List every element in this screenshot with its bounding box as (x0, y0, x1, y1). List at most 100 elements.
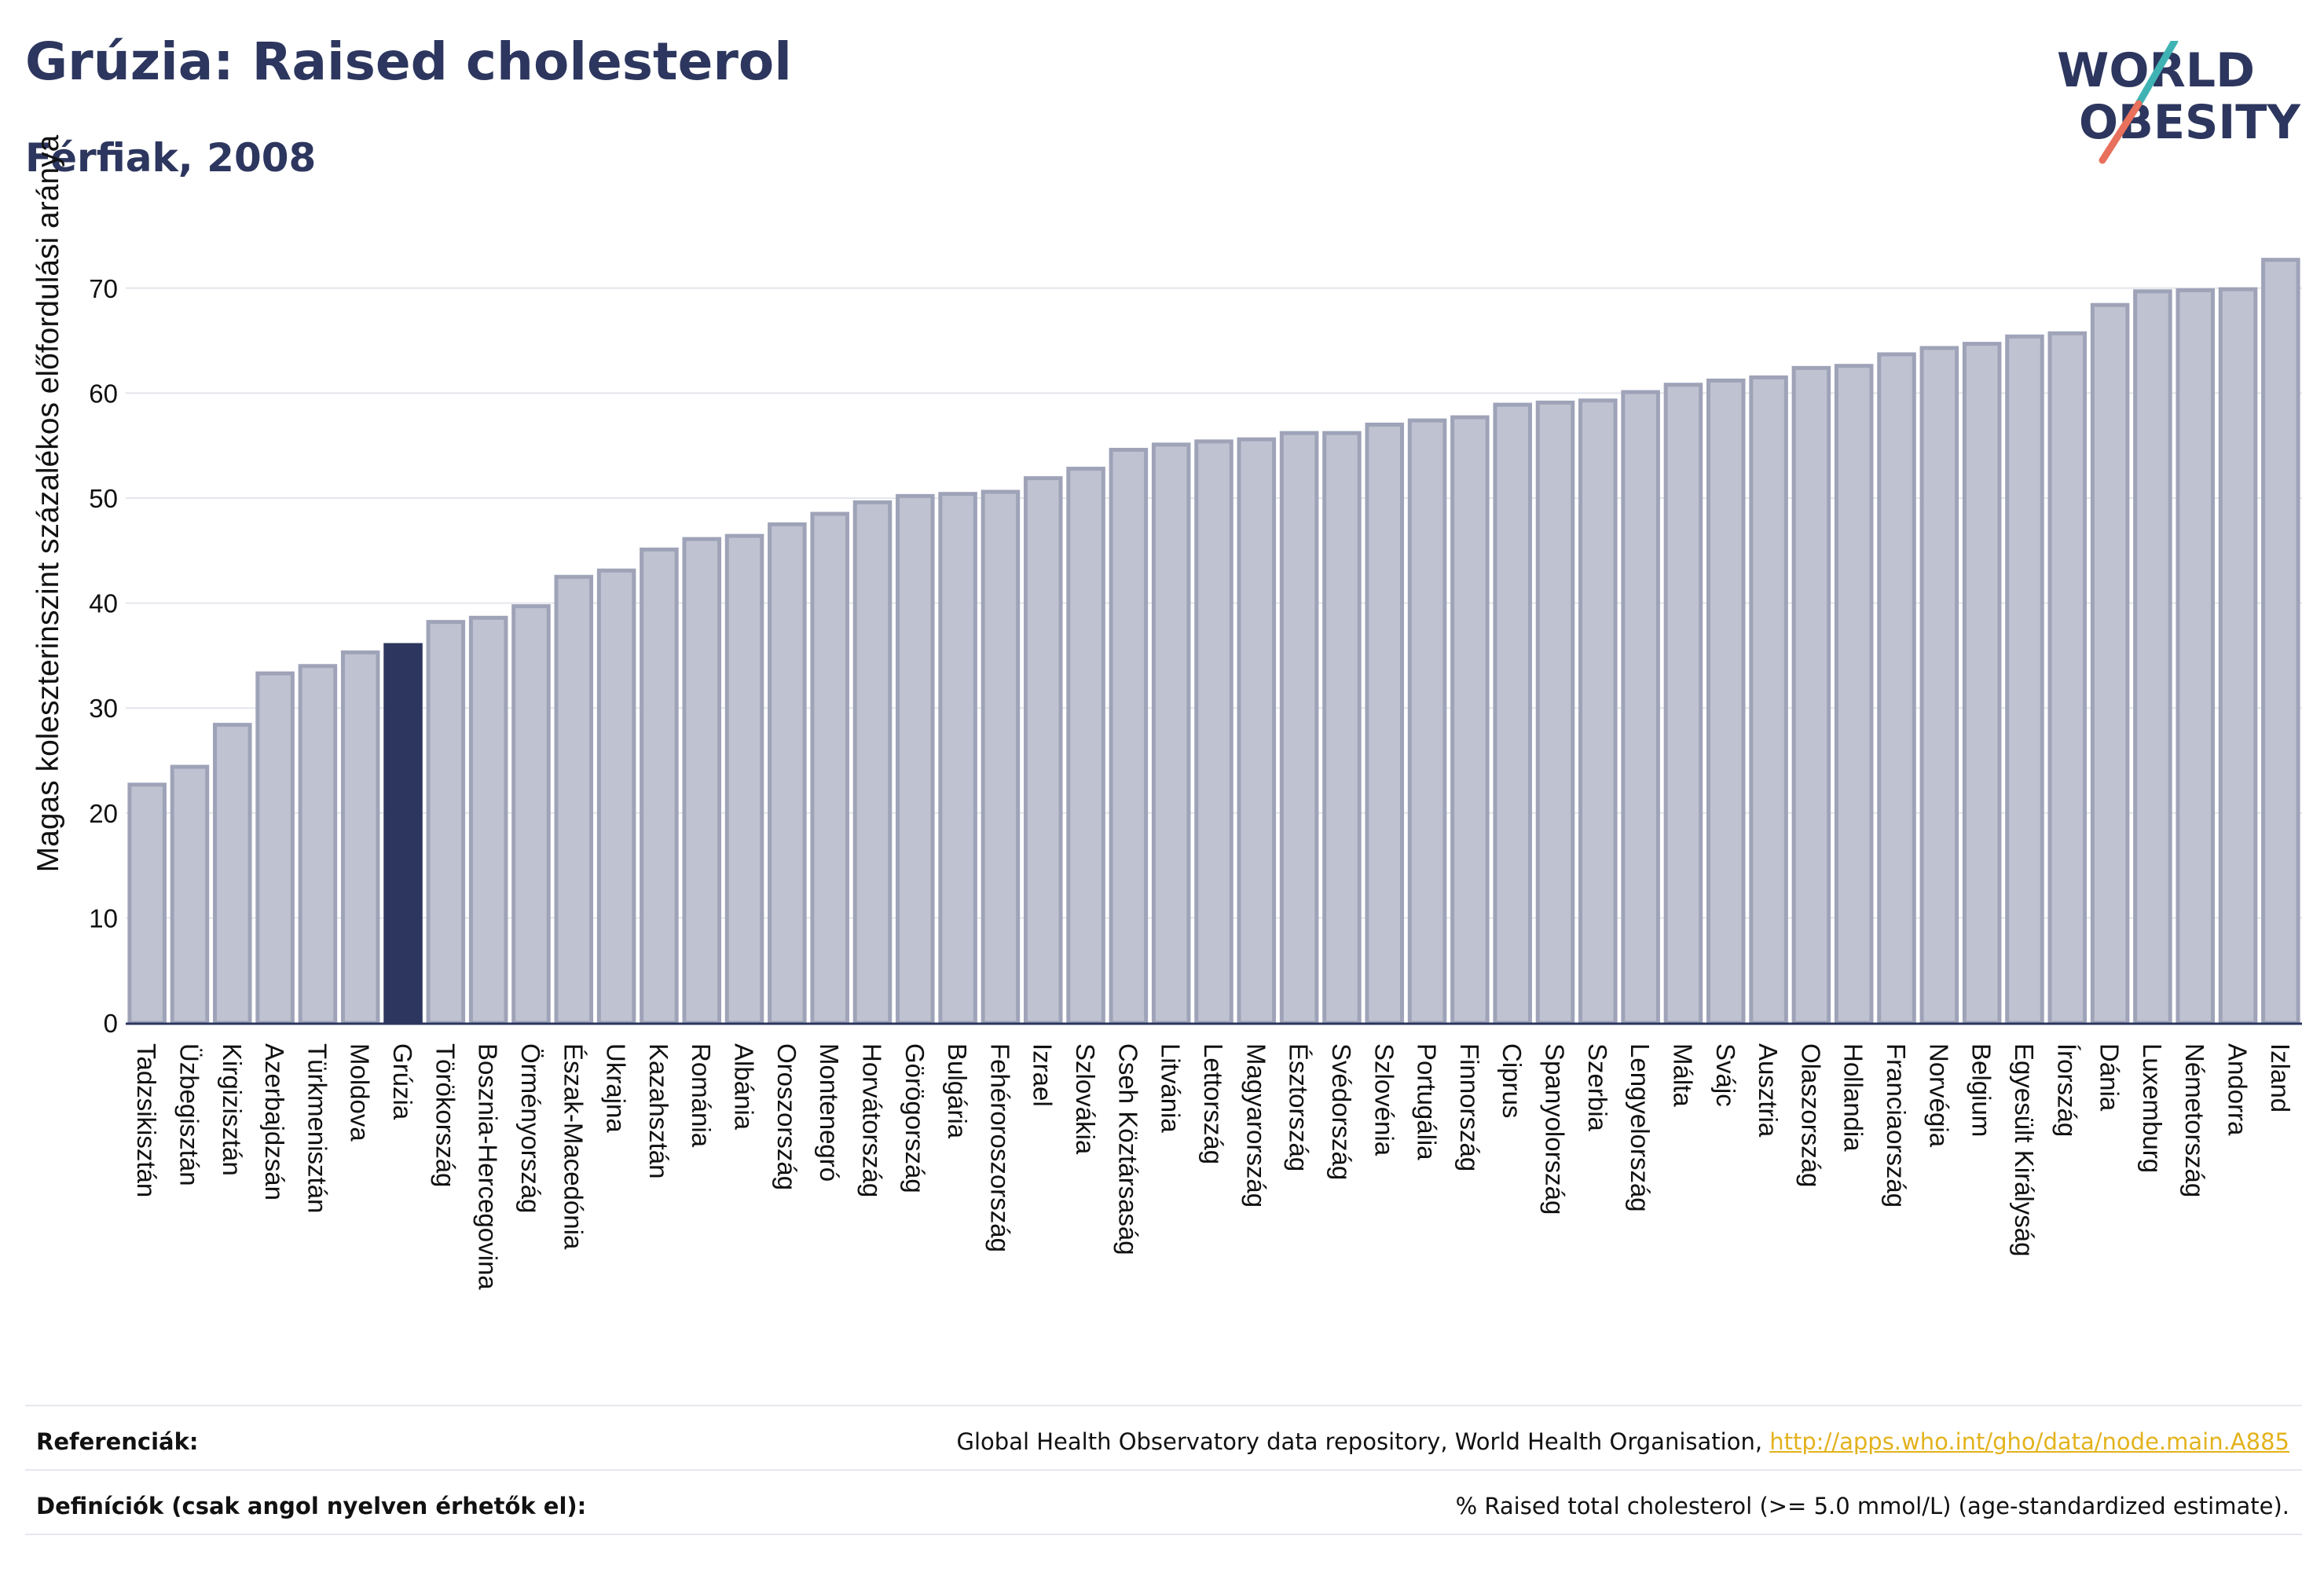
bar (1151, 442, 1191, 1025)
references-text: Global Health Observatory data repositor… (956, 1428, 1770, 1455)
bar (2090, 302, 2130, 1025)
y-tick-label: 70 (89, 274, 118, 303)
bar (640, 547, 679, 1025)
bar (724, 533, 764, 1025)
bar (511, 604, 551, 1025)
bar (1322, 431, 1362, 1025)
x-tick-label: Ukrajna (602, 1043, 631, 1133)
bar (682, 537, 722, 1025)
bar (981, 489, 1021, 1025)
x-tick-label: Észtország (1285, 1043, 1314, 1171)
y-tick-label: 60 (89, 379, 118, 408)
references-link[interactable]: http://apps.who.int/gho/data/node.main.A… (1769, 1428, 2289, 1455)
y-tick-label: 10 (89, 903, 118, 933)
x-tick-label: Ciprus (1497, 1043, 1527, 1118)
bar-highlight (383, 643, 423, 1025)
bar (1578, 398, 1618, 1025)
x-tick-label: Andorra (2223, 1043, 2253, 1136)
definitions-value: % Raised total cholesterol (>= 5.0 mmol/… (1455, 1493, 2289, 1519)
page-subtitle: Férfiak, 2008 (25, 135, 317, 181)
x-tick-label: Ausztria (1754, 1043, 1783, 1138)
y-tick-label: 0 (104, 1009, 118, 1038)
x-tick-label: Oroszország (772, 1043, 801, 1190)
x-tick-label: Albánia (730, 1043, 759, 1131)
x-tick-label: Lettország (1199, 1043, 1228, 1164)
bar (1919, 346, 1959, 1025)
x-tick-label: Moldova (346, 1043, 375, 1142)
world-obesity-logo: WORLD OBESITY (2057, 41, 2300, 164)
x-tick-label: Kazahsztán (644, 1043, 673, 1178)
bar (596, 568, 636, 1025)
bar (1834, 364, 1874, 1025)
x-tick-label: Luxemburg (2138, 1043, 2167, 1173)
bar (426, 620, 466, 1025)
x-tick-label: Izrael (1028, 1043, 1058, 1107)
bar (1279, 431, 1319, 1025)
bar (768, 522, 807, 1025)
x-tick-label: Svájc (1711, 1043, 1740, 1107)
x-tick-label: Szlovénia (1369, 1043, 1398, 1156)
x-tick-label: Azerbajdzsán (260, 1043, 289, 1200)
bar (1749, 375, 1788, 1025)
y-axis-title: Magas koleszterinszint százalékos előfor… (31, 134, 65, 872)
x-tick-label: Franciaország (1882, 1043, 1911, 1208)
bar (1962, 342, 2002, 1025)
footer-divider-middle (25, 1469, 2302, 1471)
x-tick-label: Bulgária (943, 1043, 972, 1139)
bar (170, 764, 210, 1025)
x-tick-label: Belgium (1967, 1043, 1996, 1137)
x-tick-label: Észak-Macedónia (559, 1043, 588, 1250)
bar (1791, 365, 1831, 1025)
x-tick-label: Németország (2180, 1043, 2209, 1197)
bar (1450, 415, 1490, 1025)
definitions-label: Definíciók (csak angol nyelven érhetők e… (36, 1493, 587, 1519)
x-tick-label: Türkmenisztán (302, 1043, 332, 1213)
bar (468, 615, 508, 1025)
bar (1407, 418, 1447, 1025)
x-tick-label: Magyarország (1241, 1043, 1270, 1208)
x-tick-label: Dánia (2095, 1043, 2124, 1112)
y-axis-ticks: 0 10 20 30 40 50 60 70 (89, 274, 118, 1038)
x-tick-label: Olaszország (1796, 1043, 1825, 1187)
x-tick-label: Svédország (1327, 1043, 1356, 1180)
x-tick-label: Kirgizisztán (218, 1043, 247, 1176)
x-tick-label: Litvánia (1157, 1043, 1186, 1133)
bar (2005, 334, 2044, 1025)
bar (554, 574, 594, 1025)
x-tick-label: Grúzia (388, 1043, 417, 1120)
references-value: Global Health Observatory data repositor… (957, 1428, 2289, 1455)
x-tick-label: Írország (2052, 1043, 2081, 1137)
bar (2261, 258, 2300, 1025)
footer-divider-top (25, 1405, 2302, 1406)
bar (127, 783, 167, 1025)
bar (1706, 378, 1746, 1025)
y-tick-label: 40 (89, 589, 118, 618)
logo-slash-red (2099, 100, 2143, 164)
x-tick-label: Norvégia (1924, 1043, 1953, 1148)
bar (1066, 467, 1105, 1025)
x-tick-label: Lengyelország (1626, 1043, 1655, 1212)
bar-chart: 0 10 20 30 40 50 60 70 Tadzsikisztán Üzbegisztán… (31, 134, 2302, 1290)
bar (1535, 400, 1575, 1025)
y-tick-label: 30 (89, 694, 118, 723)
bar (1493, 402, 1532, 1025)
x-tick-label: Törökország (431, 1043, 460, 1187)
references-label: Referenciák: (36, 1428, 199, 1455)
x-tick-label: Örményország (516, 1043, 545, 1213)
bar (340, 650, 380, 1025)
bar (255, 671, 295, 1025)
y-tick-label: 20 (89, 799, 118, 828)
x-tick-label: Montenegró (815, 1043, 844, 1182)
footer-divider-bottom (25, 1534, 2302, 1535)
x-tick-label: Málta (1668, 1043, 1697, 1107)
bar (810, 511, 849, 1025)
bars (127, 258, 2300, 1025)
x-tick-label: Portugália (1413, 1043, 1442, 1160)
bar (2176, 288, 2215, 1025)
x-tick-label: Izland (2266, 1043, 2295, 1112)
x-tick-label: Tadzsikisztán (132, 1043, 161, 1197)
bar (938, 492, 977, 1025)
x-axis-labels: Tadzsikisztán Üzbegisztán Kirgizisztán Azer… (132, 1043, 2295, 1290)
logo-slash-teal (2135, 41, 2179, 108)
bar (1023, 476, 1063, 1025)
